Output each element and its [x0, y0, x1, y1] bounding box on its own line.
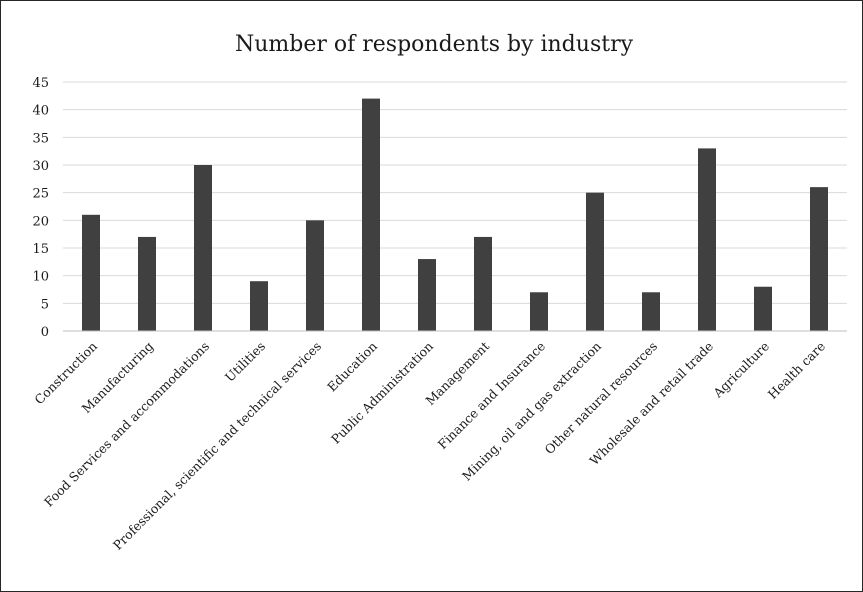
- bar: [250, 281, 268, 331]
- x-tick-label: Finance and Insurance: [435, 339, 548, 452]
- x-tick-label: Education: [324, 339, 380, 395]
- bar: [474, 236, 492, 331]
- bar: [698, 148, 716, 331]
- bar: [642, 292, 660, 331]
- chart-title: Number of respondents by industry: [235, 32, 634, 57]
- bar: [586, 192, 604, 331]
- x-tick-label: Utilities: [222, 339, 268, 385]
- bar: [194, 165, 212, 331]
- y-tick-label: 40: [32, 104, 49, 119]
- y-tick-label: 35: [32, 131, 49, 146]
- bar: [754, 286, 772, 331]
- bars: [82, 98, 828, 331]
- y-tick-label: 0: [41, 325, 49, 340]
- x-tick-label: Health care: [765, 339, 828, 402]
- bar: [362, 98, 380, 331]
- bar: [530, 292, 548, 331]
- y-tick-label: 30: [32, 159, 49, 174]
- y-tick-label: 5: [41, 297, 49, 312]
- bar: [306, 220, 324, 331]
- x-tick-label: Other natural resources: [541, 339, 660, 458]
- x-tick-label: Public Administration: [328, 339, 436, 447]
- y-axis-ticks: 0 5 10 15 20 25 30 35 40 45: [32, 76, 49, 340]
- x-tick-label: Professional, scientific and technical s…: [110, 339, 324, 553]
- bar: [82, 214, 100, 331]
- x-tick-label: Wholesale and retail trade: [587, 339, 717, 469]
- y-tick-label: 45: [32, 76, 49, 91]
- y-tick-label: 15: [32, 242, 49, 257]
- y-tick-label: 25: [32, 187, 49, 202]
- gridlines: [63, 81, 847, 304]
- x-tick-label: Agriculture: [710, 339, 773, 402]
- bar: [418, 259, 436, 331]
- bar: [138, 236, 156, 331]
- y-tick-label: 10: [32, 270, 49, 285]
- bar: [810, 187, 828, 331]
- y-tick-label: 20: [32, 214, 49, 229]
